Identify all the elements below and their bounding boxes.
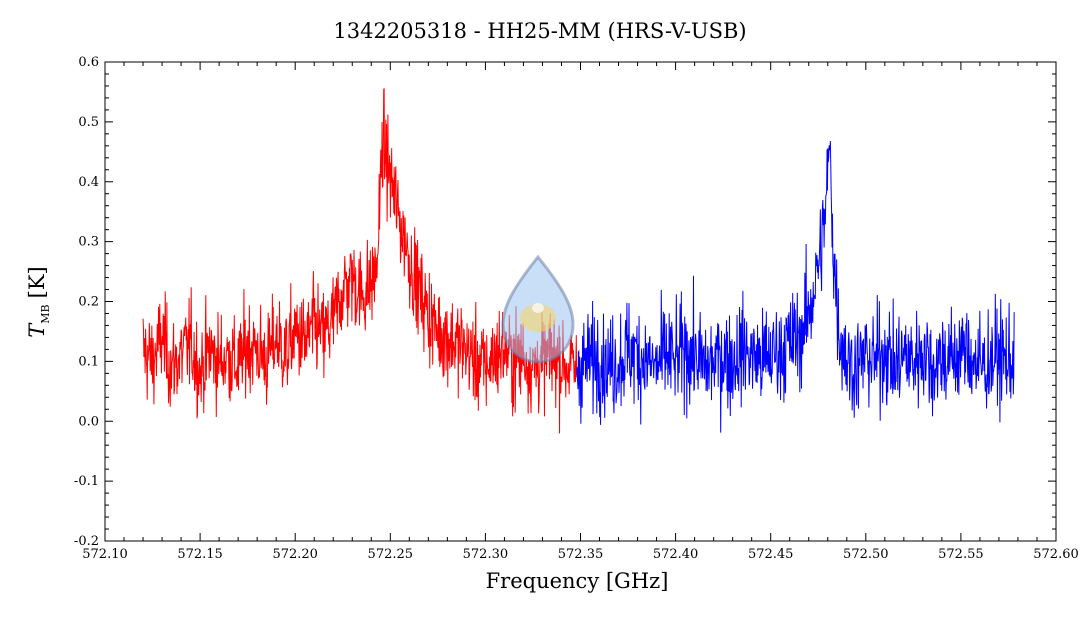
x-tick-label: 572.55 xyxy=(938,547,984,562)
x-tick-label: 572.35 xyxy=(558,547,604,562)
x-tick-label: 572.40 xyxy=(653,547,699,562)
y-tick-label: 0.6 xyxy=(78,55,99,70)
x-axis-label: Frequency [GHz] xyxy=(486,569,669,593)
x-tick-label: 572.10 xyxy=(82,547,128,562)
y-tick-label: -0.2 xyxy=(74,534,99,549)
plot-frame xyxy=(104,61,1057,542)
x-tick-label: 572.50 xyxy=(843,547,889,562)
y-tick-label: -0.1 xyxy=(74,474,99,489)
y-axis-label-sub: MB xyxy=(39,304,52,323)
data-series-layer xyxy=(142,88,1015,434)
x-tick-label: 572.25 xyxy=(368,547,414,562)
x-axis-ticks: 572.10 572.15 572.20 572.25 572.30 572.35 572.… xyxy=(82,62,1079,562)
x-tick-label: 572.60 xyxy=(1033,547,1079,562)
y-axis-label: TMB [K] xyxy=(25,266,52,337)
y-tick-label: 0.1 xyxy=(78,354,99,369)
y-tick-label: 0.5 xyxy=(78,115,99,130)
x-tick-label: 572.30 xyxy=(463,547,509,562)
svg-text:TMB[K]: TMB [K] xyxy=(25,266,52,337)
y-axis-label-unit: [K] xyxy=(25,266,49,298)
chart-title: 1342205318 - HH25-MM (HRS-V-USB) xyxy=(333,19,746,43)
y-axis-ticks: -0.2 -0.1 0.0 0.1 0.2 0.3 0.4 0.5 0.6 xyxy=(74,55,1056,549)
droplet-logo xyxy=(501,254,575,364)
y-tick-label: 0.2 xyxy=(78,295,99,310)
x-tick-label: 572.15 xyxy=(177,547,223,562)
x-tick-label: 572.20 xyxy=(272,547,318,562)
y-tick-label: 0.0 xyxy=(78,414,99,429)
y-tick-label: 0.4 xyxy=(78,175,99,190)
series-line-blue xyxy=(576,140,1015,433)
y-tick-label: 0.3 xyxy=(78,235,99,250)
x-tick-label: 572.45 xyxy=(748,547,794,562)
series-line-red xyxy=(142,88,578,434)
y-axis-label-main: T xyxy=(25,322,49,338)
